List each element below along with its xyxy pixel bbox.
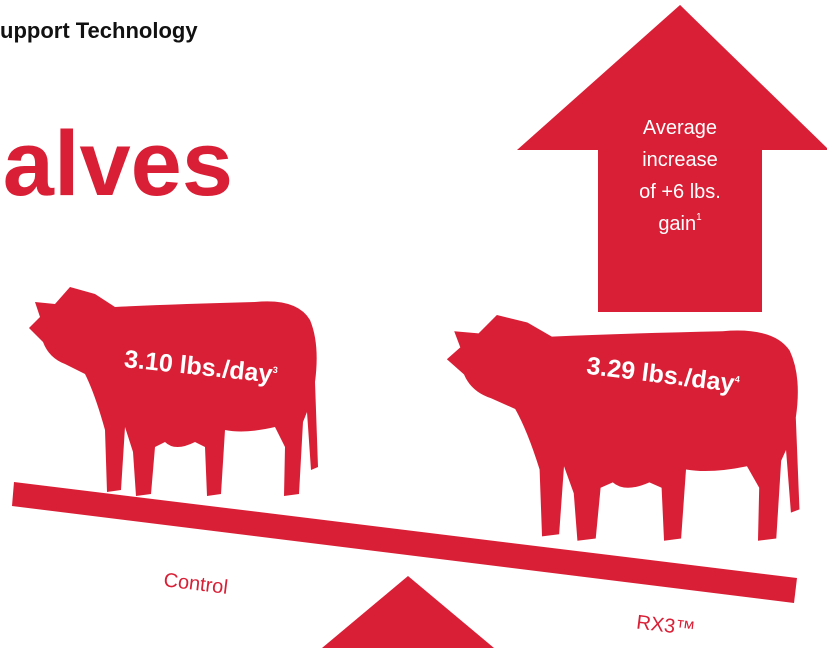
headline: calves	[0, 113, 233, 215]
fulcrum	[322, 576, 494, 648]
title: upport Technology	[0, 18, 198, 43]
arrow-text: gain	[658, 213, 696, 235]
cow-control	[29, 287, 318, 496]
footnote: 3	[272, 365, 278, 375]
infographic: upport Technology calves Average increas…	[0, 0, 827, 648]
cow-rx3	[447, 315, 800, 541]
group-label: Control	[162, 569, 229, 599]
footnote: 1	[696, 212, 702, 223]
arrow-text: gain1	[658, 212, 702, 235]
arrow-text: increase	[642, 149, 718, 171]
group-label: RX3™	[635, 612, 696, 641]
arrow-text: of +6 lbs.	[639, 181, 721, 203]
arrow-text: Average	[643, 117, 717, 139]
